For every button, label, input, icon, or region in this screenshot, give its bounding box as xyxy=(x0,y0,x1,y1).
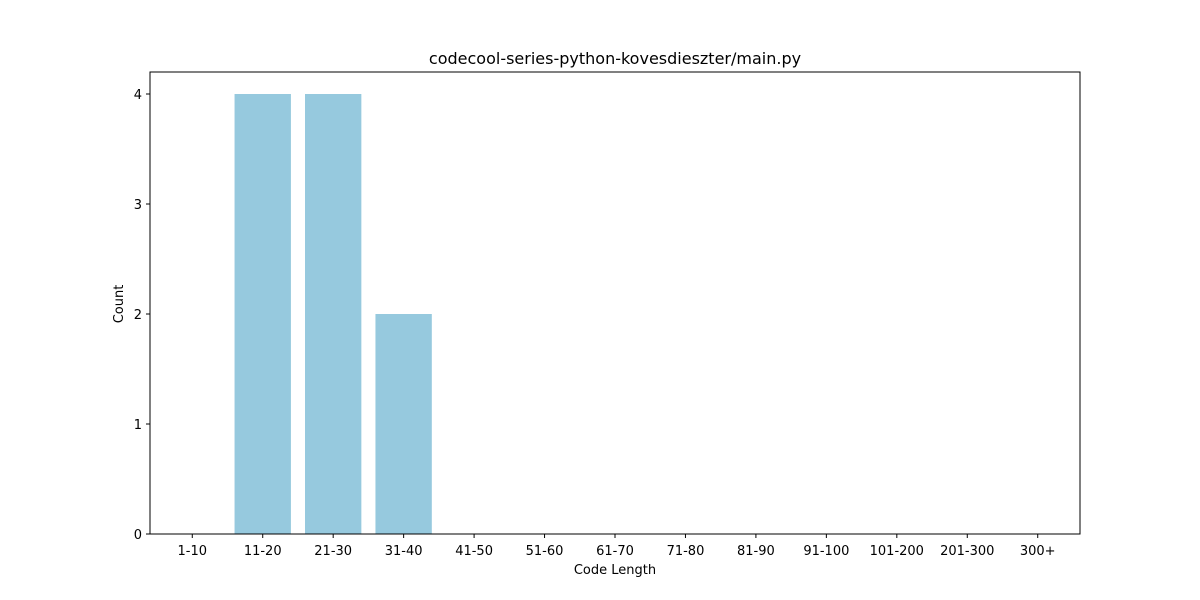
x-tick-label: 101-200 xyxy=(870,544,924,559)
y-tick-label: 2 xyxy=(134,308,142,323)
y-tick-label: 3 xyxy=(134,198,142,213)
bar-11-20 xyxy=(234,94,291,534)
y-axis-label: Count xyxy=(112,285,127,324)
x-tick-label: 61-70 xyxy=(596,544,634,559)
x-tick-label: 21-30 xyxy=(314,544,352,559)
x-axis: 1-10 11-20 21-30 31-40 41-50 51-60 61-70 71-80 8… xyxy=(178,534,1056,559)
bars-group xyxy=(234,94,432,534)
x-tick-label: 11-20 xyxy=(244,544,282,559)
y-axis: 0 1 2 3 4 xyxy=(134,88,150,543)
y-tick-label: 1 xyxy=(134,418,142,433)
x-tick-label: 41-50 xyxy=(455,544,493,559)
x-tick-label: 31-40 xyxy=(385,544,423,559)
chart-title: codecool-series-python-kovesdieszter/mai… xyxy=(429,49,801,68)
x-tick-label: 71-80 xyxy=(667,544,705,559)
y-tick-label: 0 xyxy=(134,528,142,543)
bar-31-40 xyxy=(375,314,432,534)
x-tick-label: 81-90 xyxy=(737,544,775,559)
x-axis-label: Code Length xyxy=(574,563,656,578)
bar-21-30 xyxy=(305,94,362,534)
x-tick-label: 300+ xyxy=(1020,544,1056,559)
x-tick-label: 91-100 xyxy=(803,544,849,559)
y-tick-label: 4 xyxy=(134,88,142,103)
x-tick-label: 201-300 xyxy=(940,544,994,559)
x-tick-label: 51-60 xyxy=(526,544,564,559)
x-tick-label: 1-10 xyxy=(178,544,208,559)
